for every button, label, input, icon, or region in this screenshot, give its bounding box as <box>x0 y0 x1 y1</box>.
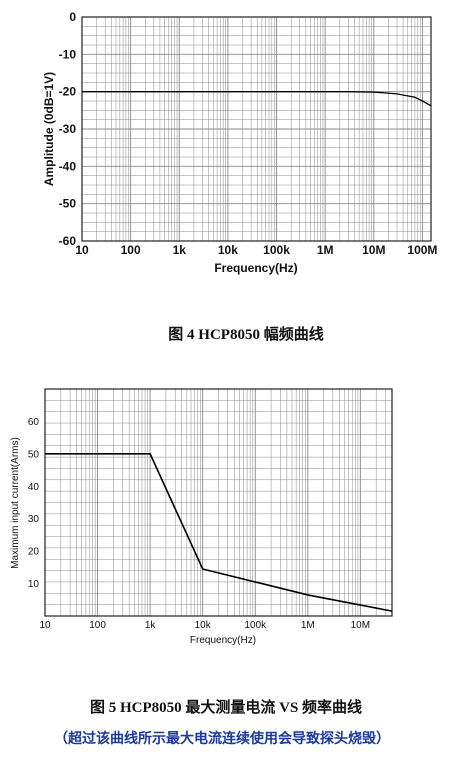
amplitude-x-tick-label: 10k <box>218 243 238 257</box>
amplitude-y-axis-label: Amplitude (0dB=1V) <box>42 72 56 186</box>
amplitude-x-axis-label: Frequency(Hz) <box>214 261 297 275</box>
max-current-y-axis-label: Maximum input current(Arms) <box>10 437 21 569</box>
amplitude-series-line <box>82 91 432 107</box>
amplitude-y-tick-label: 0 <box>69 10 76 24</box>
max-current-grid <box>45 389 392 616</box>
max-current-x-tick-label: 100k <box>244 620 267 631</box>
max-current-y-tick-label: 60 <box>28 417 40 428</box>
amplitude-y-tick-label: -30 <box>59 122 77 136</box>
amplitude-y-tick-label: -50 <box>59 197 77 211</box>
amplitude-y-tick-label: -60 <box>59 234 77 248</box>
amplitude-x-tick-label: 100M <box>407 243 437 257</box>
max-current-plot-frame <box>44 388 393 617</box>
max-current-x-tick-labels: 10 100 1k 10k 100k 1M 10M <box>39 620 370 631</box>
max-current-x-tick-label: 10 <box>39 620 51 631</box>
max-current-x-axis-label: Frequency(Hz) <box>190 635 256 646</box>
amplitude-y-tick-label: -40 <box>59 159 77 173</box>
amplitude-x-tick-label: 100 <box>121 243 141 257</box>
max-current-chart: 10 20 30 40 50 60 10 100 1k 10k 100k 1M 10M Frequen… <box>10 388 393 646</box>
max-current-series-line <box>45 453 393 612</box>
amplitude-plot-frame <box>81 16 432 242</box>
max-current-y-tick-label: 40 <box>28 482 40 493</box>
max-current-x-tick-label: 10M <box>351 620 370 631</box>
max-current-y-tick-labels: 10 20 30 40 50 60 <box>28 417 40 590</box>
amplitude-grid <box>82 17 431 241</box>
amplitude-x-tick-label: 1M <box>317 243 334 257</box>
amplitude-x-tick-label: 100k <box>263 243 290 257</box>
max-current-y-tick-label: 50 <box>28 449 40 460</box>
max-current-x-tick-label: 10k <box>195 620 212 631</box>
amplitude-y-tick-label: -10 <box>59 47 77 61</box>
amplitude-y-tick-label: -20 <box>59 85 77 99</box>
amplitude-x-tick-label: 10 <box>75 243 89 257</box>
max-current-y-tick-label: 20 <box>28 547 40 558</box>
figure-4-caption: 图 4 HCP8050 幅频曲线 <box>168 325 323 343</box>
max-current-y-tick-label: 10 <box>28 579 40 590</box>
amplitude-x-tick-label: 1k <box>173 243 187 257</box>
amplitude-x-tick-label: 10M <box>362 243 385 257</box>
max-current-y-tick-label: 30 <box>28 514 40 525</box>
amplitude-y-tick-labels: 0 -10 -20 -30 -40 -50 -60 <box>59 10 77 248</box>
amplitude-chart: 0-10-20-30-40-50-60 10 100 1k 10k 100k 1M 10M 1… <box>42 10 437 275</box>
max-current-x-tick-label: 1M <box>301 620 315 631</box>
amplitude-x-tick-labels: 10 100 1k 10k 100k 1M 10M 100M <box>75 243 437 257</box>
max-current-x-tick-label: 100 <box>89 620 106 631</box>
figure-5-warning-note: （超过该曲线所示最大电流连续使用会导致探头烧毁） <box>54 730 390 747</box>
max-current-x-tick-label: 1k <box>145 620 157 631</box>
figure-5-caption: 图 5 HCP8050 最大测量电流 VS 频率曲线 <box>90 698 362 716</box>
